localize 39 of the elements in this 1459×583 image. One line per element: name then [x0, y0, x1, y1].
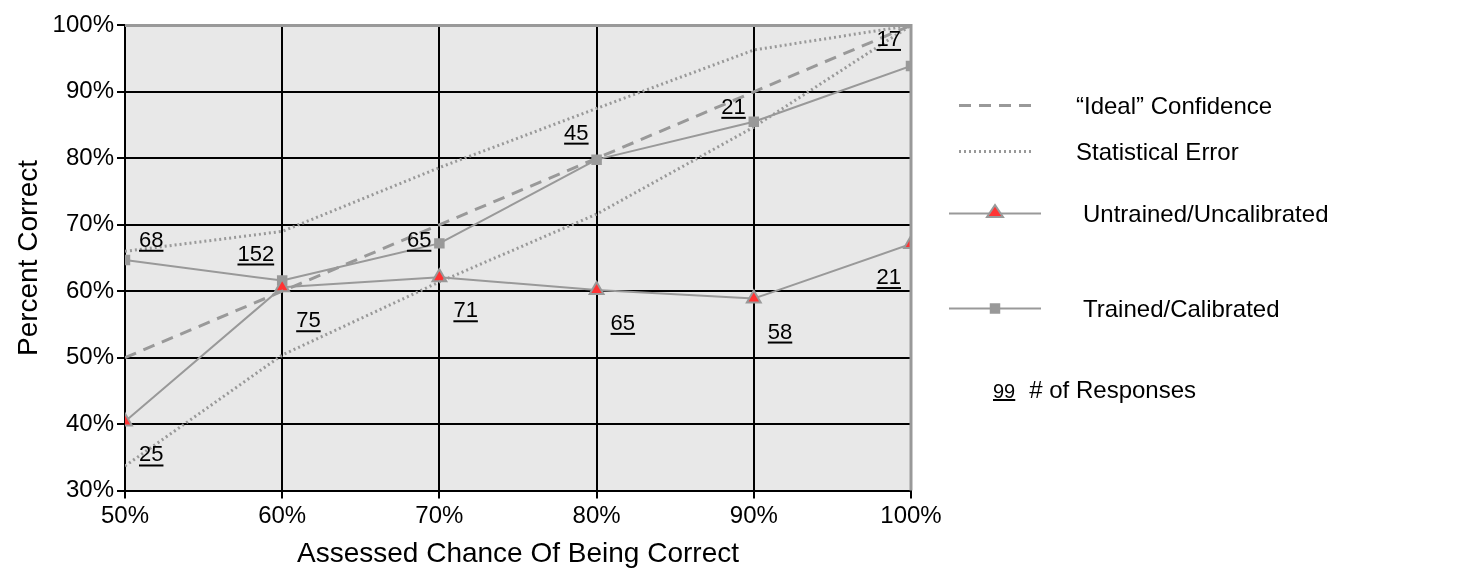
- x-tick-label: 50%: [100, 500, 150, 528]
- x-tick-label: 80%: [572, 500, 621, 528]
- x-tick-label: 90%: [729, 500, 778, 528]
- x-axis-title: Assessed Chance Of Being Correct: [297, 536, 740, 568]
- text: # of Responses: [1029, 376, 1197, 403]
- annotation: 58: [767, 318, 793, 344]
- point: [591, 154, 602, 165]
- y-tick-label: 100%: [52, 10, 114, 38]
- point: [434, 238, 445, 249]
- y-tick-label: 90%: [65, 76, 114, 104]
- legend-label: Untrained/Uncalibrated: [1083, 200, 1329, 228]
- y-tick-label: 40%: [65, 408, 114, 436]
- annotation: 17: [876, 25, 902, 51]
- y-tick-label: 30%: [65, 475, 114, 503]
- y-tick-label: 80%: [65, 142, 114, 170]
- legend-label: “Ideal” Confidence: [1076, 92, 1273, 120]
- annotation: 45: [564, 119, 589, 145]
- y-tick-label: 70%: [65, 209, 114, 237]
- legend-label: Trained/Calibrated: [1083, 295, 1280, 323]
- annotation: 68: [138, 226, 164, 252]
- annotation: 25: [138, 441, 164, 467]
- legend-label: Statistical Error: [1076, 138, 1239, 166]
- annotation: 21: [721, 93, 746, 119]
- point: [431, 268, 448, 283]
- text: 99: [993, 380, 1016, 402]
- x-tick-label: 60%: [258, 500, 307, 528]
- y-tick-label: 60%: [65, 275, 114, 303]
- annotation: 71: [453, 297, 478, 323]
- annotation: 65: [406, 226, 432, 252]
- point: [745, 289, 762, 304]
- point: [588, 280, 605, 295]
- annotation: 152: [237, 240, 275, 266]
- annotation: 65: [610, 309, 636, 335]
- x-tick-label: 70%: [415, 500, 464, 528]
- x-tick-label: 100%: [880, 500, 942, 528]
- annotation: 21: [876, 264, 902, 290]
- y-tick-label: 50%: [65, 342, 114, 370]
- y-axis-title: Percent Correct: [11, 159, 43, 357]
- annotation: 75: [296, 307, 321, 333]
